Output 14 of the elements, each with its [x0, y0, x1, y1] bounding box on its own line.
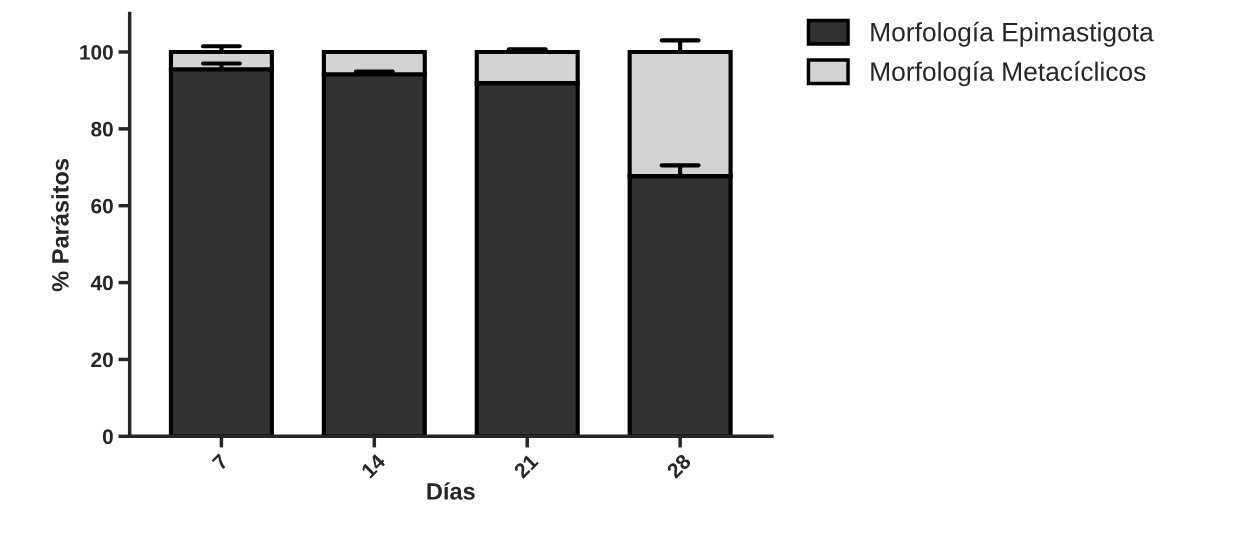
y-tick-label: 0: [102, 429, 113, 445]
x-tick-label: 14: [360, 452, 387, 479]
legend-label: Morfología Metacíclicos: [871, 61, 1146, 87]
legend-label: Morfología Epimastigota: [871, 21, 1154, 47]
y-tick-label: 40: [90, 275, 113, 291]
y-tick-label: 100: [80, 44, 113, 60]
y-axis-title: % Parásitos: [51, 158, 69, 292]
y-tick-label: 20: [91, 352, 113, 368]
y-tick-label: 60: [91, 198, 113, 214]
x-tick-label: 28: [665, 453, 692, 479]
x-tick-label: 21: [513, 453, 539, 479]
x-tick-label: 7: [211, 453, 229, 471]
x-axis-title: Días: [427, 482, 475, 500]
y-tick-label: 80: [91, 121, 113, 137]
